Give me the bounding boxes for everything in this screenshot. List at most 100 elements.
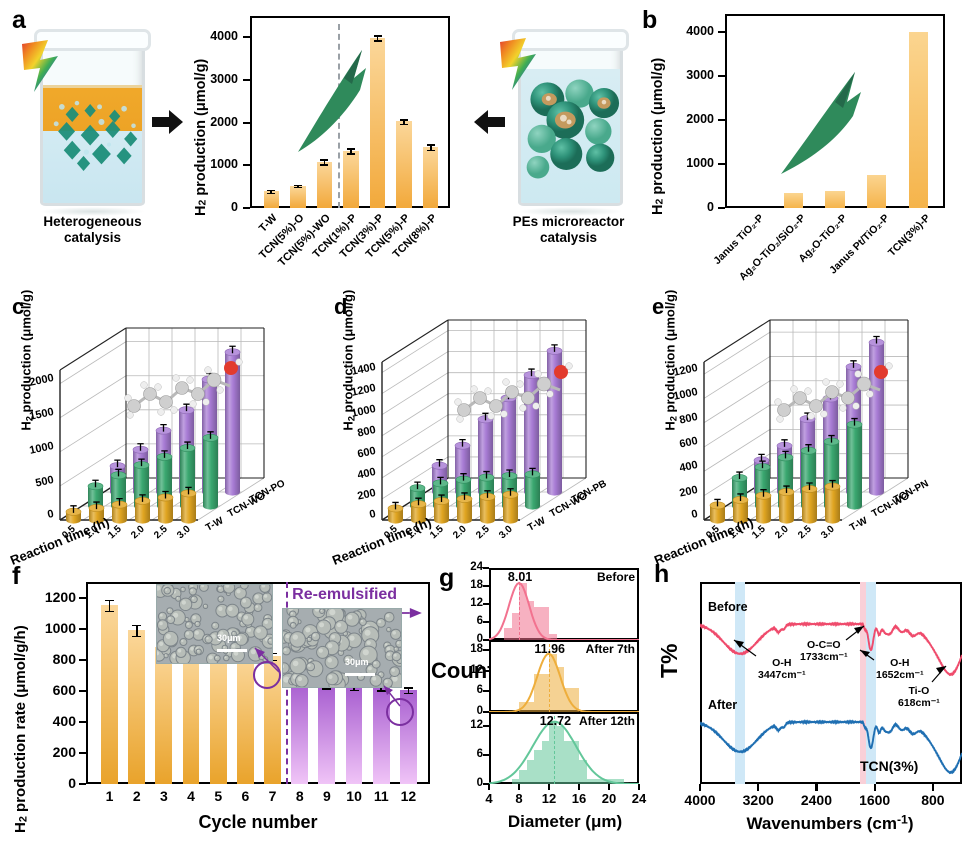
panel-f-inset-scale-label: 30μm [217,633,241,643]
panel-g-bar [541,674,549,712]
panel-g-mean-line [519,572,521,640]
panel-a-ytick [243,207,250,209]
bar-3d [524,467,541,510]
panel-f-ytick-label: 800 [52,650,76,667]
panel-b-ytick-label: 4000 [686,23,714,38]
panel-a-ytick [243,164,250,167]
panel-h-xtick [931,784,935,791]
panel-g-ytick-label: 12 [470,663,483,676]
panel-g-subplot-body-2 [489,712,639,784]
bar-3d [87,479,104,510]
panel-b-ytick-label: 2000 [686,111,714,126]
panel-f-bar [182,652,200,784]
panel-h-sample-label: TCN(3%) [860,758,919,774]
trend-arrow-icon [781,72,861,174]
panel-b-bar [867,174,887,208]
panel-g: g Count 8.01 Before 0 6 12 18 24 11.96 After 7th… [431,550,655,842]
bar-3d [801,482,818,524]
trend-arrow-icon [298,50,366,152]
panel-f-xtick-label: 1 [105,788,114,804]
panel-f-errorcap [105,599,115,602]
panel-f-xtick-label: 3 [160,788,168,804]
panel-g-xlabel: Diameter (μm) [507,812,623,831]
panel-h-annotation-value: 618cm⁻¹ [898,696,940,709]
panel-a-ytick-label: 3000 [210,72,238,86]
panel-a-bar [369,37,386,208]
panel-g-subplot-body-0 [489,568,639,640]
pePlot-canvas [703,319,909,524]
panel-b-ytick [718,162,725,165]
panel-g-ytick [483,711,489,713]
panel-g-mean-label: 12.72 [539,714,572,728]
panel-g-bar [564,740,572,784]
panel-f-xtick-label: 9 [323,788,331,804]
panel-a-errorbar [350,148,352,154]
pes-microreactor-beaker-icon [512,29,629,216]
panel-a-errorbar [376,35,379,41]
panel-a-errorcap [267,189,276,192]
panel-f-xtick-label: 5 [214,788,223,804]
panel-h-annotation-label: O-C=O [807,639,841,651]
panel-g-ytick-label: 0 [476,777,483,789]
panel-e: e H2 production (μmol/g) 0 200 400 600 800 10… [644,290,968,568]
panel-d-label: d [334,294,348,319]
panel-f-errorcap [376,690,386,692]
panel-g-ytick [483,669,489,672]
bar-3d [224,345,241,496]
panel-f-bar [236,655,254,784]
panel-h-annotation-label: O-H [890,657,910,669]
panel-h-annotation-3: Ti-O 618cm⁻¹ [898,685,940,709]
panel-a-bar [396,121,412,208]
panel-h-annotation-1: O-C=O 1733cm⁻¹ [800,639,848,663]
panel-b-ytick [718,118,725,121]
panel-f-ytick-label: 600 [52,681,76,698]
panel-f-ytick [79,720,86,724]
panel-b-xtick-label: TCN(3%)-P [886,212,933,259]
panel-h-highlight-band [735,582,746,784]
panel-h-annotation-label: O-H [772,657,792,669]
panel-a-errorcap [320,158,329,161]
panel-a-errorcap [267,192,276,195]
panel-a-errorcap [400,119,409,121]
panel-g-xtick [548,784,550,790]
panel-a-ytick [243,79,250,81]
panel-h-xtick-label: 4000 [684,792,716,808]
panel-f-xtick-label: 4 [187,788,195,804]
panel-b-ytick-label: 1000 [686,155,714,170]
panel-f-inset-scalebar [217,649,247,652]
bar-3d [456,492,473,524]
panel-g-xtick-label: 16 [571,791,587,806]
panel-a-xtick-label: T-W [257,212,280,235]
panel-f-ytick [79,658,86,661]
panel-g-ytick [483,690,489,693]
bar-3d [433,494,450,524]
panel-f-ytick-label: 1200 [44,588,76,605]
panel-h-xtick [757,784,760,791]
panel-h-xtick-label: 2400 [800,792,833,808]
panel-f-ytick-label: 200 [52,743,76,760]
panel-h-xlabel: Wavenumbers (cm-1) [746,812,914,833]
panel-h-xtick-label: 800 [921,792,945,808]
bar-3d [387,501,404,524]
panel-a-bar [343,150,359,208]
panel-a-errorcap [373,35,382,37]
panel-g-subplot-body-1 [489,640,639,712]
panel-f-errorcap [403,692,413,695]
schematic-right: PEs microreactor catalysis [470,0,630,292]
panel-f-ytick [79,751,86,755]
bar-3d [134,494,151,524]
panel-b-ytick-label: 3000 [686,67,714,82]
panel-g-ytick-label: 6 [476,748,483,761]
panel-f-callout-circle-left [253,661,281,689]
panel-h-annotation-value: 3447cm⁻¹ [758,668,806,681]
panel-f-callout-circle-right [386,698,414,726]
panel-f-bar [101,605,118,784]
panel-f-inset-scalebar [345,673,375,676]
panel-h-annotation-label: Ti-O [908,685,930,697]
panel-a-errorbar [323,158,326,165]
panel-h-series-after [700,719,962,775]
alcohol-molecule-icon [124,358,243,419]
panel-f-bar [318,685,336,784]
panel-a-errorcap [373,40,382,42]
panel-f-errorcap [132,624,142,627]
